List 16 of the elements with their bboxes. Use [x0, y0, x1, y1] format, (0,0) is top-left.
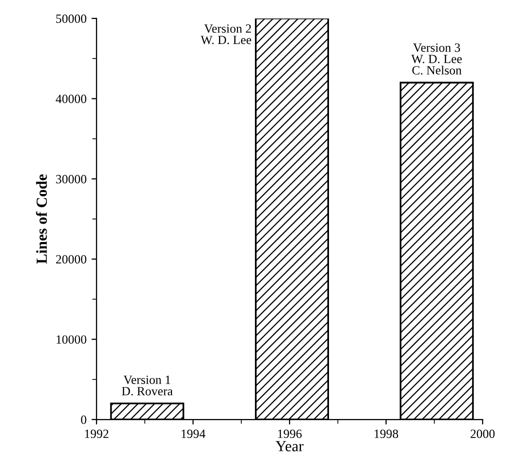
annotation: Version 2 W. D. Lee: [200, 24, 252, 44]
x-tick-label: 1994: [182, 430, 206, 438]
y-tick-label: 40000: [56, 94, 86, 104]
annotation: Version 1 D. Rovera: [122, 376, 173, 396]
x-axis-title: Year: [276, 441, 304, 452]
x-tick-label: 1992: [85, 430, 108, 438]
annotation: Version 3 W. D. Lee C. Nelson: [411, 43, 462, 75]
x-tick-label: 1996: [278, 430, 302, 438]
y-tick-label: 20000: [56, 255, 86, 264]
y-tick-label: 10000: [56, 335, 86, 344]
x-tick-label: 2000: [470, 430, 495, 438]
y-tick-label: 0: [81, 416, 86, 424]
x-tick-label: 1998: [374, 430, 398, 438]
y-axis-title: Lines of Code: [36, 174, 47, 264]
y-tick-label: 50000: [56, 14, 86, 23]
y-tick-label: 30000: [56, 174, 86, 184]
